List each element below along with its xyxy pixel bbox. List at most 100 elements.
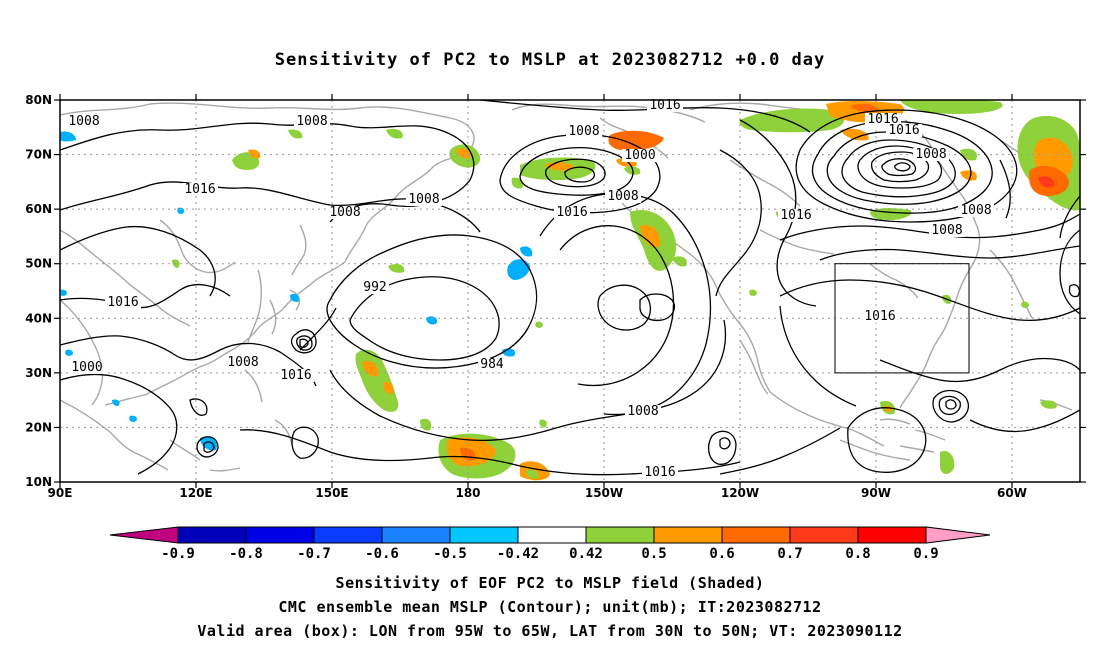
colorbar-label: 0.5 [641, 546, 666, 562]
colorbar-segment [381, 526, 451, 544]
contour-label: 1016 [864, 309, 895, 324]
lat-tick-label: 40N [25, 311, 52, 325]
contour-label-bg [478, 358, 506, 371]
contour-labels: 1008 1008 1016 1008 1008 1016 1008 1016 1000 992 9… [66, 98, 994, 480]
colorbar: -0.9 -0.8 -0.7 -0.6 -0.5 -0.42 0.42 0.5 0.6 0.7 0.… [109, 526, 991, 562]
caption-line-2: CMC ensemble mean MSLP (Contour); unit(m… [278, 598, 822, 616]
lat-tick-label: 60N [25, 202, 52, 216]
colorbar-label: 0.7 [777, 546, 802, 562]
colorbar-segment [177, 526, 247, 544]
contour-label-bg [66, 115, 102, 128]
contour-label-bg [294, 115, 330, 128]
lat-tick-label: 80N [25, 93, 52, 107]
lon-tick-label: 120E [179, 486, 212, 500]
mslp-contours [60, 100, 1080, 476]
caption-line-1: Sensitivity of EOF PC2 to MSLP field (Sh… [335, 574, 765, 592]
contour-label-bg [958, 204, 994, 217]
map-frame [59, 99, 1081, 483]
contour-label: 1016 [107, 295, 138, 310]
colorbar-segment [585, 526, 655, 544]
contour-label: 1008 [915, 147, 946, 162]
contour-label: 1008 [296, 114, 327, 129]
contour-label-bg [642, 466, 678, 479]
contour-label-bg [182, 183, 218, 196]
colorbar-segment [653, 526, 723, 544]
lon-tick-label: 120W [721, 486, 759, 500]
contour-label-bg [865, 113, 901, 126]
contour-label: 1016 [184, 182, 215, 197]
lon-tick-label: 60W [997, 486, 1027, 500]
contour-label: 1000 [624, 148, 655, 163]
contour-label-bg [327, 206, 363, 219]
contour-label: 1008 [568, 124, 599, 139]
contour-label: 1008 [68, 114, 99, 129]
latitude-axis: 80N 70N 60N 50N 40N 30N 20N 10N [25, 93, 1086, 489]
colorbar-segment [721, 526, 791, 544]
colorbar-label: -0.9 [161, 546, 195, 562]
contour-label-bg [361, 281, 389, 294]
contour-label-bg [778, 209, 814, 222]
contour-label: 1016 [556, 205, 587, 220]
contour-label-bg [278, 369, 314, 382]
contour-label-bg [69, 361, 105, 374]
contour-label: 1008 [408, 192, 439, 207]
colorbar-label: 0.8 [845, 546, 870, 562]
lat-tick-label: 30N [25, 366, 52, 380]
contour-label: 1008 [931, 223, 962, 238]
sensitivity-shading [60, 100, 1080, 481]
colorbar-label: -0.42 [497, 546, 539, 562]
contour-label: 1008 [627, 404, 658, 419]
contour-label-bg [862, 310, 898, 323]
contour-label-bg [406, 193, 442, 206]
contour-label-bg [625, 405, 661, 418]
colorbar-segment [449, 526, 519, 544]
contour-label-bg [554, 206, 590, 219]
colorbar-segment [857, 526, 927, 544]
lon-tick-label: 90E [48, 486, 73, 500]
lon-tick-label: 150W [585, 486, 623, 500]
longitude-axis: 90E 120E 150E 180 150W 120W 90W 60W [48, 94, 1027, 500]
lon-tick-label: 90W [861, 486, 891, 500]
lat-tick-label: 10N [25, 475, 52, 489]
contour-label: 1016 [280, 368, 311, 383]
colorbar-left-arrow [109, 526, 179, 544]
colorbar-segment [313, 526, 383, 544]
colorbar-label: -0.6 [365, 546, 399, 562]
contour-label: 992 [363, 280, 386, 295]
contour-label-bg [647, 99, 683, 112]
contour-label: 1000 [71, 360, 102, 375]
map-title: Sensitivity of PC2 to MSLP at 2023082712… [274, 50, 826, 70]
contour-label-bg [105, 296, 141, 309]
contour-label: 984 [480, 357, 504, 372]
lat-tick-label: 50N [25, 257, 52, 271]
contour-label-bg [605, 190, 641, 203]
contour-label: 1008 [960, 203, 991, 218]
colorbar-segment [245, 526, 315, 544]
colorbar-segment [517, 526, 587, 544]
contour-label-bg [225, 356, 261, 369]
colorbar-segment [789, 526, 859, 544]
contour-label-bg [913, 148, 949, 161]
contour-label: 1016 [888, 123, 919, 138]
colorbar-label: -0.5 [433, 546, 467, 562]
colorbar-label: 0.42 [569, 546, 603, 562]
contour-label-bg [929, 224, 965, 237]
contour-label-bg [622, 149, 658, 162]
contour-label: 1016 [867, 112, 898, 127]
valid-area-box [834, 263, 970, 374]
colorbar-label: -0.8 [229, 546, 263, 562]
contour-label: 1008 [329, 205, 360, 220]
colorbar-label: -0.7 [297, 546, 331, 562]
contour-label-bg [566, 125, 602, 138]
lat-tick-label: 20N [25, 420, 52, 434]
lon-tick-label: 150E [315, 486, 348, 500]
contour-label: 1016 [649, 98, 680, 113]
caption-line-3: Valid area (box): LON from 95W to 65W, L… [197, 622, 903, 640]
lat-tick-label: 70N [25, 148, 52, 162]
contour-label-bg [886, 124, 922, 137]
contour-label: 1008 [607, 189, 638, 204]
contour-label: 1016 [644, 465, 675, 480]
contour-label: 1008 [227, 355, 258, 370]
lon-tick-label: 180 [455, 486, 480, 500]
